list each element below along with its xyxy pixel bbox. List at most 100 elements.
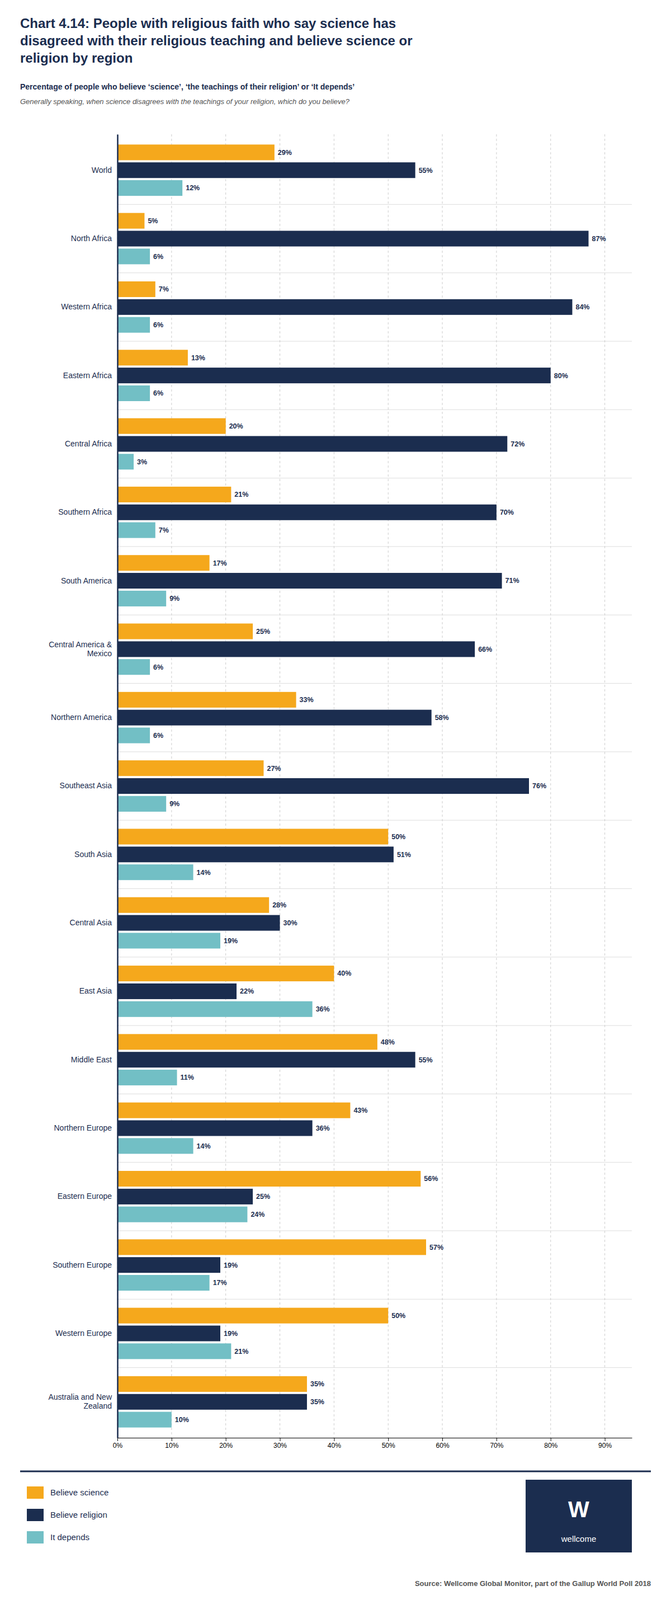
x-tick-mark [171, 1437, 173, 1441]
y-tick: Central Asia [69, 917, 113, 927]
data-label: 30% [283, 918, 298, 927]
text-line: North Africa [71, 233, 112, 243]
bar [117, 1307, 389, 1323]
grid-line [604, 134, 606, 1438]
y-tick-label: South Asia [74, 849, 112, 859]
data-label: 17% [213, 1278, 228, 1287]
text-line: East Asia [79, 985, 113, 995]
y-axis-line [116, 134, 119, 1438]
data-label: 19% [223, 936, 238, 945]
bar [117, 1375, 307, 1392]
bar [117, 932, 221, 948]
text-line: Western Europe [55, 1328, 112, 1337]
bar [117, 1102, 351, 1118]
text-line: Chart 4.14: People with religious faith … [20, 15, 396, 31]
data-label: 58% [435, 713, 450, 722]
x-tick-label: 80% [544, 1440, 558, 1449]
x-tick: 10% [164, 1437, 179, 1449]
bar [117, 846, 394, 862]
data-label: 48% [380, 1037, 395, 1046]
x-tick: 30% [273, 1437, 287, 1449]
y-tick: World [91, 165, 112, 175]
data-label: 55% [418, 1055, 433, 1064]
legend-rule [20, 1470, 651, 1472]
bar [117, 299, 573, 315]
x-tick-mark [225, 1437, 227, 1441]
data-labels: 29%5%7%13%20%21%17%25%33%27%50%28%40%48%… [136, 148, 607, 1424]
y-tick: Northern Europe [53, 1122, 112, 1132]
bar [117, 914, 281, 931]
bar [117, 1238, 427, 1255]
bar [117, 1051, 416, 1067]
y-tick-label: Central Africa [64, 438, 112, 448]
y-tick-label: Northern America [50, 712, 112, 722]
data-label: 40% [337, 969, 352, 977]
y-tick: Western Europe [55, 1328, 112, 1337]
y-tick: South Asia [74, 849, 112, 859]
data-label: 19% [223, 1329, 238, 1337]
separator [117, 1093, 632, 1094]
text-line: South Asia [74, 849, 112, 859]
data-label: 20% [229, 422, 244, 430]
subtitle: Percentage of people who believe ‘scienc… [20, 82, 355, 92]
text-line: Central Africa [64, 438, 112, 448]
bar [117, 896, 269, 913]
data-label: 35% [310, 1379, 325, 1388]
x-axis-line [117, 1437, 633, 1438]
x-tick: 20% [219, 1437, 233, 1449]
bar [117, 1342, 231, 1359]
bar [117, 180, 183, 196]
series [117, 180, 313, 1427]
x-tick-mark [333, 1437, 335, 1441]
data-label: 57% [429, 1243, 444, 1251]
legend-label: Believe religion [50, 1509, 108, 1519]
bar [117, 828, 389, 844]
y-tick: East Asia [79, 985, 113, 995]
y-tick-label: East Asia [79, 985, 113, 995]
logo: Wwellcome [525, 1478, 632, 1552]
annotation: W [568, 1496, 590, 1521]
y-tick: Northern America [50, 712, 112, 722]
y-tick-label: Northern Europe [53, 1122, 112, 1132]
data-label: 55% [418, 166, 433, 175]
separator [117, 477, 632, 479]
x-tick-label: 0% [112, 1440, 124, 1449]
data-label: 7% [158, 285, 169, 294]
y-tick: Eastern Europe [57, 1191, 112, 1200]
bars [117, 144, 589, 1427]
x-tick: 70% [489, 1437, 504, 1449]
bar [117, 504, 497, 521]
y-tick: Southern Europe [52, 1259, 112, 1269]
data-label: 19% [223, 1260, 238, 1269]
y-tick: Southeast Asia [59, 780, 113, 790]
legend-swatch [26, 1530, 44, 1543]
title: Chart 4.14: People with religious faith … [20, 15, 413, 66]
data-label: 6% [153, 731, 164, 740]
bar [117, 572, 503, 589]
data-label: 84% [575, 303, 590, 311]
chart: Chart 4.14: People with religious faith … [0, 0, 671, 1600]
bar [117, 1069, 178, 1085]
grid [117, 134, 606, 1438]
y-tick-label: North Africa [71, 233, 112, 243]
legend-label: It depends [50, 1531, 90, 1542]
data-label: 14% [196, 868, 211, 877]
bar [117, 1256, 221, 1273]
text-line: Northern America [50, 712, 112, 722]
data-label: 12% [185, 183, 200, 192]
x-tick-mark [550, 1437, 552, 1441]
separator [117, 682, 632, 684]
y-tick: Southern Africa [58, 507, 112, 517]
bar [117, 248, 150, 264]
x-tick: 80% [544, 1437, 558, 1449]
x-tick: 0% [112, 1437, 124, 1449]
text-line: Central America & [48, 639, 112, 649]
data-label: 70% [499, 508, 514, 517]
data-label: 25% [256, 627, 271, 636]
text-line: Eastern Europe [57, 1191, 112, 1200]
logo-box [525, 1478, 632, 1552]
data-label: 35% [310, 1397, 325, 1406]
bar [117, 213, 145, 229]
y-tick: Central Africa [64, 438, 112, 448]
bar [117, 281, 156, 297]
